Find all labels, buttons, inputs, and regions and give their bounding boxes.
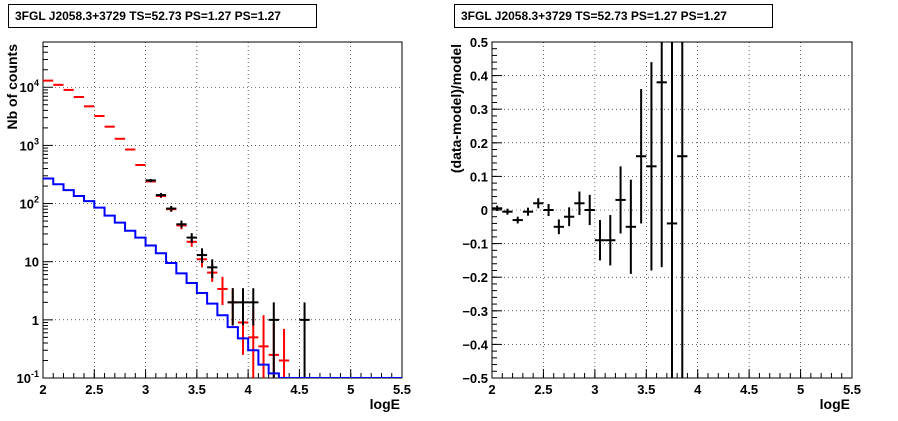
residual-x-axis-label: logE bbox=[820, 396, 850, 412]
model-histogram bbox=[43, 177, 402, 378]
residual-x-tick-label: 3 bbox=[591, 382, 598, 397]
residual-plot-area bbox=[492, 42, 688, 378]
residual-x-tick-label: 5 bbox=[797, 382, 804, 397]
residual-y-axis-label: (data-model)/model bbox=[448, 44, 464, 173]
residual-y-tick-label: −0.4 bbox=[462, 337, 488, 352]
residual-y-tick-label: −0.2 bbox=[462, 270, 488, 285]
counts-plot-area bbox=[43, 79, 402, 378]
counts-x-axis-label: logE bbox=[370, 396, 400, 412]
counts-x-tick-label: 2 bbox=[39, 382, 46, 397]
counts-y-tick-label: 10 bbox=[25, 255, 39, 270]
residual-y-tick-label: 0.5 bbox=[470, 35, 488, 50]
counts-x-tick-label: 3.5 bbox=[188, 382, 206, 397]
left-chart-title: 3FGL J2058.3+3729 TS=52.73 PS=1.27 PS=1.… bbox=[8, 4, 317, 28]
residual-x-tick-label: 5.5 bbox=[843, 382, 861, 397]
counts-y-tick-label: 102 bbox=[20, 195, 39, 212]
counts-y-tick-label: 104 bbox=[20, 78, 39, 95]
residual-y-tick-label: −0.3 bbox=[462, 304, 488, 319]
counts-y-tick-label: 10-1 bbox=[17, 369, 39, 386]
residual-y-tick-label: 0.4 bbox=[470, 69, 489, 84]
counts-x-tick-label: 5 bbox=[347, 382, 354, 397]
residual-y-tick-label: −0.1 bbox=[462, 237, 488, 252]
counts-x-tick-label: 4.5 bbox=[290, 382, 308, 397]
residual-y-tick-label: −0.5 bbox=[462, 371, 488, 386]
residual-x-tick-label: 4.5 bbox=[740, 382, 758, 397]
counts-plot-frame bbox=[42, 41, 403, 379]
residual-x-tick-label: 4 bbox=[694, 382, 702, 397]
residual-y-tick-label: 0.1 bbox=[470, 169, 488, 184]
counts-y-tick-label: 103 bbox=[20, 136, 39, 153]
residual-x-tick-label: 2 bbox=[488, 382, 495, 397]
counts-x-tick-label: 4 bbox=[245, 382, 253, 397]
residual-x-tick-label: 3.5 bbox=[637, 382, 655, 397]
residual-y-tick-label: 0 bbox=[481, 203, 488, 218]
counts-x-tick-label: 2.5 bbox=[85, 382, 103, 397]
counts-x-tick-label: 3 bbox=[142, 382, 149, 397]
residual-y-tick-label: 0.3 bbox=[470, 102, 488, 117]
right-chart-title: 3FGL J2058.3+3729 TS=52.73 PS=1.27 PS=1.… bbox=[454, 4, 773, 28]
residual-x-tick-label: 2.5 bbox=[534, 382, 552, 397]
counts-y-tick-label: 1 bbox=[32, 313, 39, 328]
residual-y-tick-label: 0.2 bbox=[470, 136, 488, 151]
counts-y-axis-label: Nb of counts bbox=[4, 44, 20, 130]
counts-x-tick-label: 5.5 bbox=[393, 382, 411, 397]
